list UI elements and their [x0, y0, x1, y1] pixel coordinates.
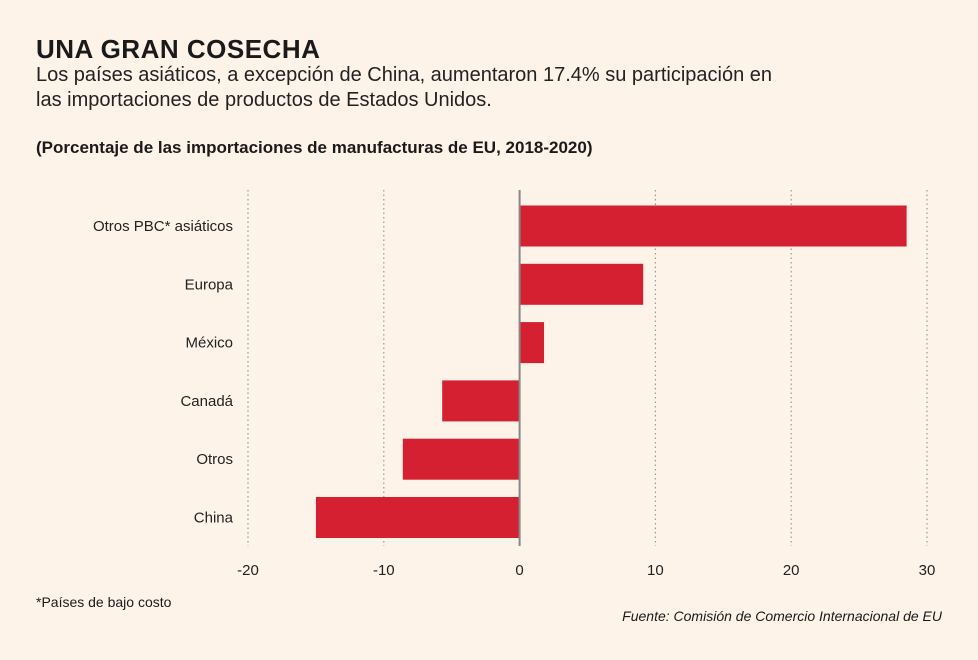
bar	[315, 497, 520, 538]
x-tick-label: 20	[783, 562, 800, 579]
bar	[519, 205, 907, 247]
gridlines	[247, 190, 928, 546]
bar	[519, 322, 545, 364]
x-tick-label: 30	[919, 562, 936, 579]
category-labels: Otros PBC* asiáticos Europa México Canadá Ot…	[93, 218, 234, 527]
x-tick-label: 0	[515, 562, 523, 579]
category-label: Otros	[196, 451, 233, 468]
category-label: China	[194, 510, 234, 527]
bar	[442, 380, 520, 422]
chart-units-label: (Porcentaje de las importaciones de manu…	[36, 138, 593, 157]
x-tick-label: -20	[237, 562, 259, 579]
x-tick-label: -10	[373, 562, 395, 579]
x-tick-labels: -20 -10 0 10 20 30	[237, 562, 935, 579]
category-label: México	[185, 335, 233, 352]
category-label: Canadá	[180, 393, 233, 410]
bar	[402, 438, 520, 480]
bar	[519, 263, 644, 305]
category-label: Europa	[185, 276, 234, 293]
footnote: *Países de bajo costo	[36, 594, 172, 610]
bars	[315, 205, 907, 538]
chart-subtitle: Los países asiáticos, a excepción de Chi…	[36, 64, 773, 111]
source-note: Fuente: Comisión de Comercio Internacion…	[622, 608, 942, 624]
chart-title: UNA GRAN COSECHA	[36, 34, 321, 64]
x-tick-label: 10	[647, 562, 664, 579]
category-label: Otros PBC* asiáticos	[93, 218, 233, 235]
